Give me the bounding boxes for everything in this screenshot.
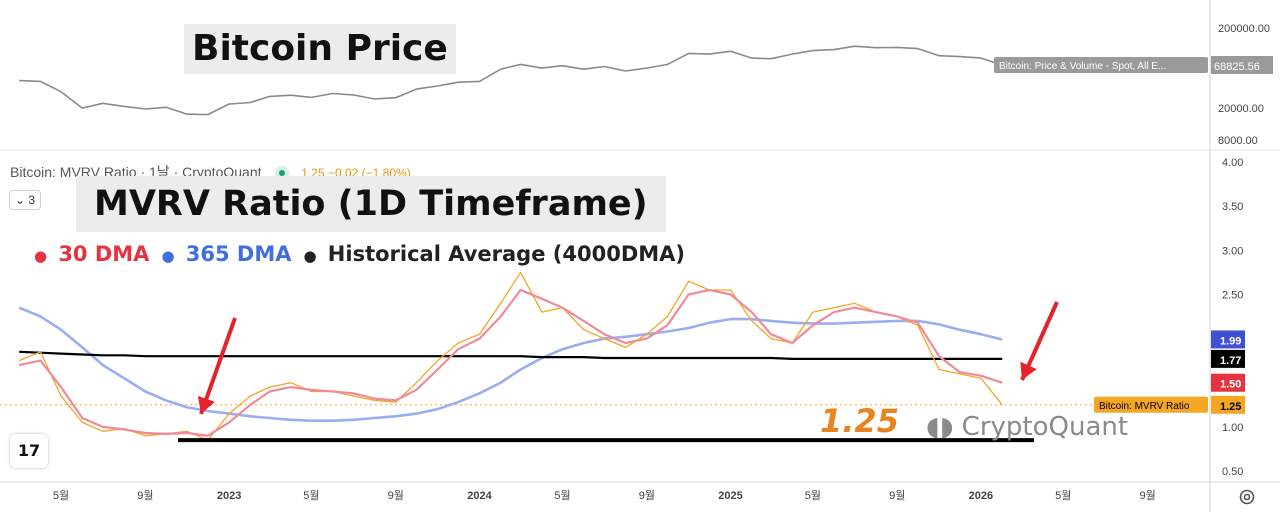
- dma4000-line: [19, 350, 1003, 360]
- x-tick-9: 5월: [805, 489, 821, 502]
- legend-item-2: ● Historical Average (4000DMA): [303, 242, 691, 266]
- last-value-3: 1.25: [1220, 401, 1241, 413]
- mvrv-tick-6: 1.00: [1222, 422, 1243, 434]
- legend-label-2: Historical Average (4000DMA): [327, 242, 685, 266]
- legend-marker-0: ●: [34, 247, 53, 265]
- current-value-label: 1.25: [820, 402, 899, 440]
- legend: ● 30 DMA ● 365 DMA ● Historical Average (4…: [34, 242, 697, 266]
- mvrv-tick-2: 3.00: [1222, 245, 1243, 257]
- last-value-1: 1.77: [1220, 355, 1241, 367]
- last-value-2: 1.50: [1220, 379, 1241, 391]
- x-tick-10: 9월: [889, 489, 905, 502]
- x-tick-6: 5월: [554, 489, 570, 502]
- x-tick-4: 9월: [388, 489, 404, 502]
- collapse-count: 3: [28, 193, 36, 207]
- legend-label-0: 30 DMA: [58, 242, 150, 266]
- last-value-bg-3: [1211, 395, 1245, 414]
- cryptoquant-watermark: ◖◗ CryptoQuant: [926, 412, 1128, 442]
- last-value-bg-2: [1211, 373, 1245, 392]
- price-tick-2: 8000.00: [1218, 135, 1258, 147]
- mvrv-tick-3: 2.50: [1222, 289, 1243, 301]
- x-tick-2: 2023: [217, 490, 241, 502]
- mvrv-raw-line: [18, 271, 1003, 441]
- x-tick-7: 9월: [639, 489, 655, 502]
- mvrv-series-label-bg: [1094, 396, 1208, 413]
- tradingview-logo-icon[interactable]: 17: [10, 434, 48, 468]
- arrow-low-head: [197, 395, 215, 414]
- mvrv-tick-1: 3.50: [1222, 201, 1243, 213]
- price-series-label-bg: [994, 57, 1208, 74]
- price-title: Bitcoin Price: [184, 24, 456, 74]
- arrow-low-shaft: [199, 317, 237, 415]
- price-last-value: 68825.56: [1214, 61, 1260, 73]
- x-tick-1: 9월: [137, 489, 153, 502]
- x-tick-0: 5월: [53, 489, 69, 502]
- x-tick-3: 5월: [303, 489, 319, 502]
- legend-item-1: ● 365 DMA: [161, 242, 297, 266]
- x-tick-12: 5월: [1055, 489, 1071, 502]
- dma30-line: [18, 288, 1003, 437]
- dma365-line: [18, 306, 1003, 423]
- legend-label-1: 365 DMA: [185, 242, 292, 266]
- annotation-layer: Bitcoin: Price & Volume - Spot, All E...…: [178, 56, 1273, 443]
- x-tick-5: 2024: [467, 490, 492, 502]
- watermark-text: CryptoQuant: [961, 412, 1129, 442]
- price-line: [19, 45, 1003, 116]
- price-tick-0: 200000.00: [1218, 23, 1270, 35]
- series-layer: [0, 45, 1210, 441]
- settings-icon[interactable]: [1238, 488, 1256, 506]
- legend-marker-1: ●: [161, 247, 180, 265]
- mvrv-tick-0: 4.00: [1222, 157, 1243, 169]
- last-value-bg-0: [1211, 330, 1245, 349]
- legend-item-0: ● 30 DMA: [34, 242, 155, 266]
- price-last-value-bg: [1211, 56, 1273, 75]
- last-value-bg-1: [1211, 349, 1245, 368]
- x-tick-8: 2025: [718, 490, 742, 502]
- mvrv-title: MVRV Ratio (1D Timeframe): [76, 176, 666, 232]
- mvrv-tick-7: 0.50: [1222, 466, 1243, 478]
- price-series-label: Bitcoin: Price & Volume - Spot, All E...: [999, 61, 1166, 72]
- collapse-button[interactable]: ⌄ 3: [9, 190, 41, 210]
- last-value-0: 1.99: [1220, 335, 1241, 347]
- mvrv-series-label: Bitcoin: MVRV Ratio: [1099, 401, 1190, 412]
- x-tick-11: 2026: [969, 490, 993, 502]
- price-tick-1: 20000.00: [1218, 103, 1264, 115]
- legend-marker-2: ●: [303, 247, 322, 265]
- cryptoquant-logo-icon: ◖◗: [926, 412, 954, 442]
- arrow-current-head: [1020, 361, 1037, 380]
- x-tick-13: 9월: [1139, 489, 1155, 502]
